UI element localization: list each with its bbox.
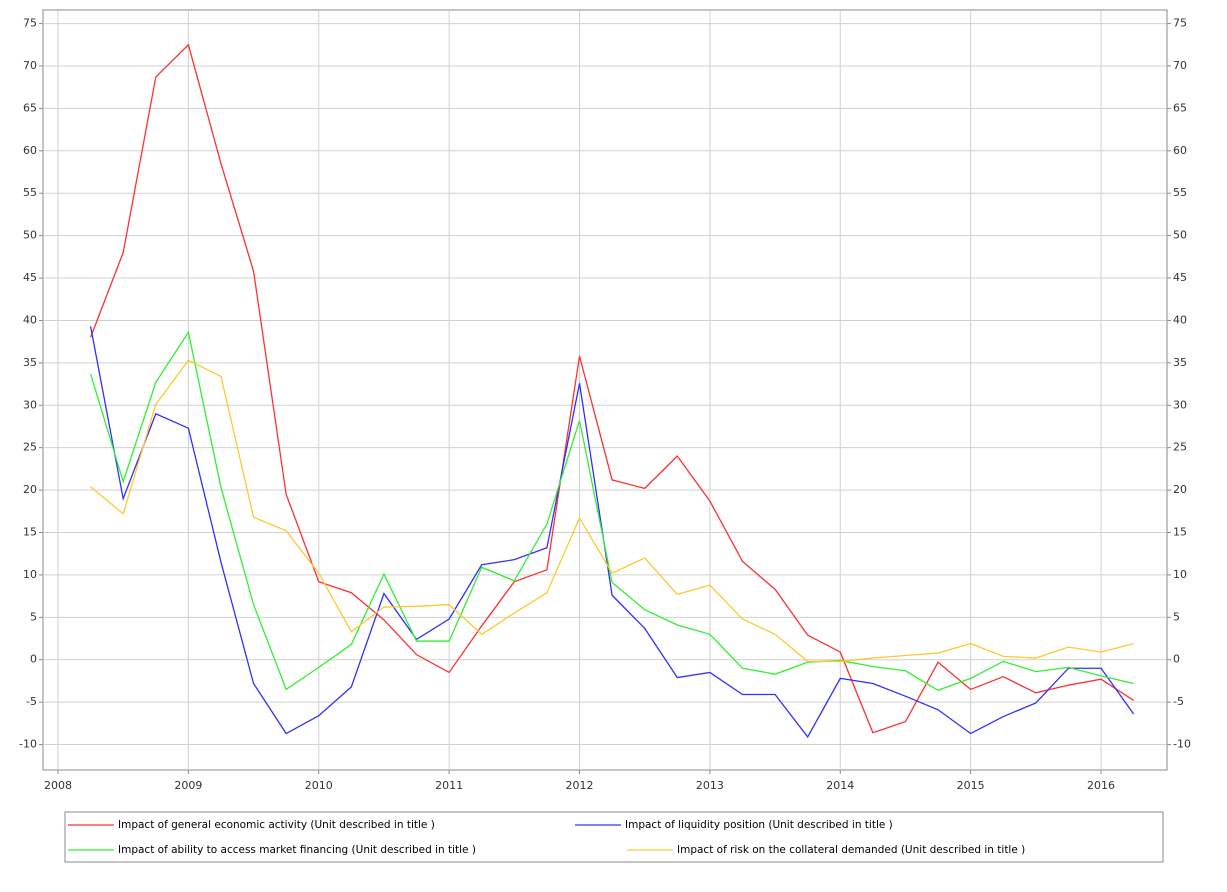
y2-tick-label: 15 <box>1173 526 1187 539</box>
y2-tick-label: 30 <box>1173 398 1187 411</box>
legend-label: Impact of general economic activity (Uni… <box>118 819 435 831</box>
x-tick-label: 2015 <box>957 779 985 792</box>
series-line <box>89 326 1135 739</box>
plot-area <box>42 9 1168 771</box>
y-tick-label: 25 <box>23 441 37 454</box>
legend <box>64 811 1164 863</box>
y2-tick-label: 50 <box>1173 229 1187 242</box>
x-tick-label: 2008 <box>44 779 72 792</box>
series-line <box>89 330 1134 691</box>
y2-tick-label: 25 <box>1173 441 1187 454</box>
y-tick-label: 30 <box>23 398 37 411</box>
y-tick-label: 70 <box>23 59 37 72</box>
series-line <box>90 359 1134 663</box>
y-tick-label: 0 <box>30 653 37 666</box>
series-line <box>89 43 1134 734</box>
y2-tick-label: 65 <box>1173 101 1187 114</box>
y2-tick-label: -10 <box>1173 738 1191 751</box>
y-tick-label: 5 <box>30 610 37 623</box>
y-tick-label: 65 <box>23 101 37 114</box>
y-tick-label: -5 <box>26 695 37 708</box>
y-tick-label: 60 <box>23 144 37 157</box>
legend-label: Impact of ability to access market finan… <box>118 844 476 856</box>
y2-tick-label: 45 <box>1173 271 1187 284</box>
y2-tick-label: 60 <box>1173 144 1187 157</box>
y-tick-label: 35 <box>23 356 37 369</box>
x-tick-label: 2012 <box>566 779 594 792</box>
x-tick-label: 2009 <box>174 779 202 792</box>
y2-tick-label: 70 <box>1173 59 1187 72</box>
y2-tick-label: 55 <box>1173 186 1187 199</box>
x-tick-label: 2013 <box>696 779 724 792</box>
y2-tick-label: 5 <box>1173 610 1180 623</box>
y2-tick-label: 0 <box>1173 653 1180 666</box>
y2-tick-label: -5 <box>1173 695 1184 708</box>
y-tick-label: 40 <box>23 313 37 326</box>
y2-tick-label: 75 <box>1173 17 1187 30</box>
x-tick-label: 2010 <box>305 779 333 792</box>
y-tick-label: 20 <box>23 483 37 496</box>
x-tick-label: 2011 <box>435 779 463 792</box>
y2-tick-label: 10 <box>1173 568 1187 581</box>
legend-label: Impact of liquidity position (Unit descr… <box>625 819 893 831</box>
y-tick-label: 45 <box>23 271 37 284</box>
y2-tick-label: 40 <box>1173 313 1187 326</box>
y-tick-label: 75 <box>23 17 37 30</box>
y-tick-label: 50 <box>23 229 37 242</box>
x-tick-label: 2016 <box>1087 779 1115 792</box>
y-tick-label: 15 <box>23 526 37 539</box>
y-tick-label: 55 <box>23 186 37 199</box>
y2-tick-label: 20 <box>1173 483 1187 496</box>
y-tick-label: -10 <box>19 738 37 751</box>
y-tick-label: 10 <box>23 568 37 581</box>
legend-label: Impact of risk on the collateral demande… <box>677 844 1025 856</box>
y2-tick-label: 35 <box>1173 356 1187 369</box>
x-tick-label: 2014 <box>826 779 854 792</box>
